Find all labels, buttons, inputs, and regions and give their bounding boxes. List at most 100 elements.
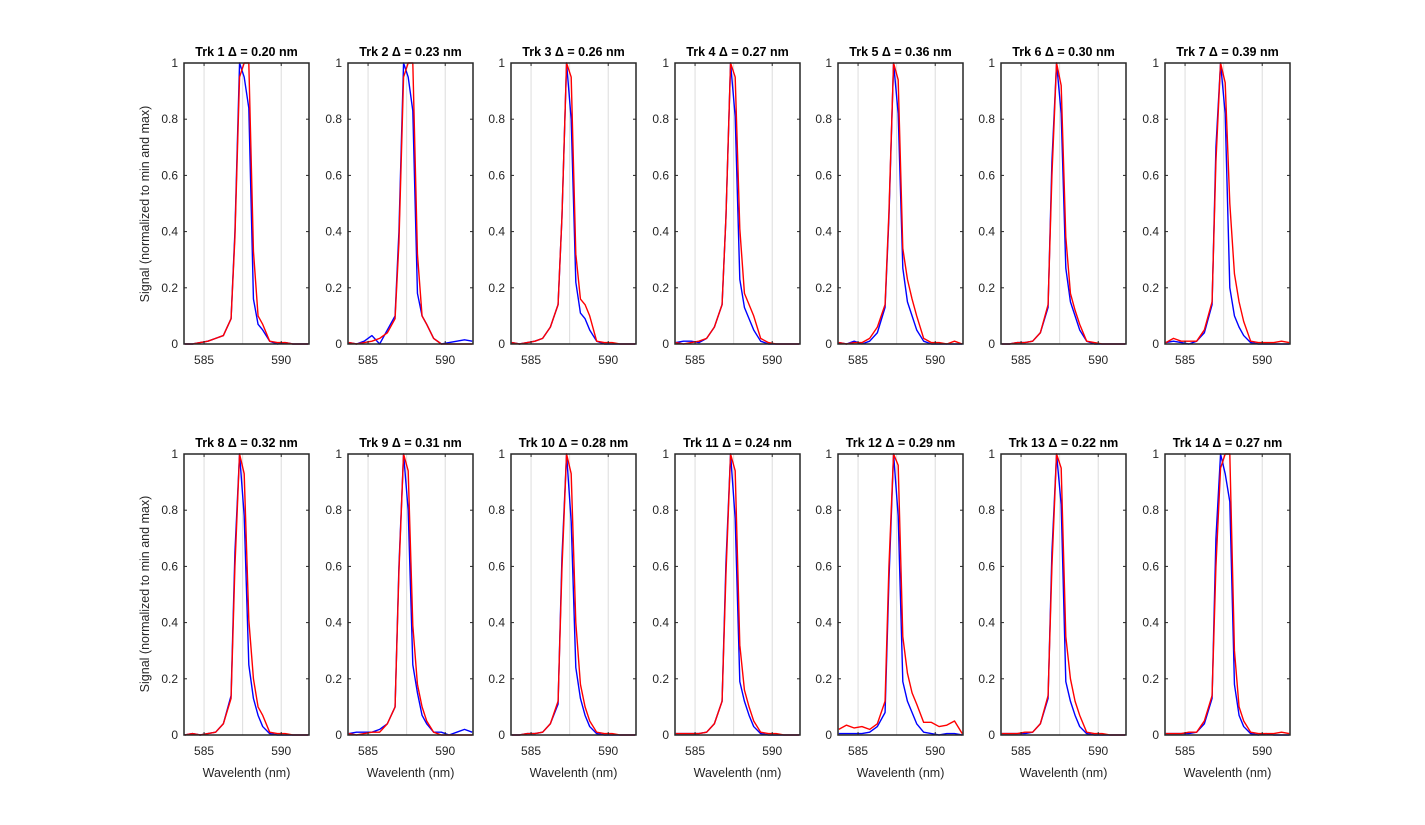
y-tick-label: 1: [171, 447, 178, 461]
axes-box: [347, 453, 474, 736]
y-tick-label: 0: [825, 728, 832, 742]
subplot-title: Trk 2 Δ = 0.23 nm: [359, 45, 461, 59]
y-tick-label: 0.2: [652, 672, 669, 686]
plot-area: [1165, 454, 1290, 735]
x-tick-label: 590: [762, 744, 782, 758]
x-tick-label: 585: [1175, 353, 1195, 367]
axes-box: [183, 453, 310, 736]
y-tick-label: 1: [988, 56, 995, 70]
subplot-2: 0 0.2 0.4 0.6 0.8 1 585 590 Trk 2 Δ = 0.23 nm: [325, 45, 474, 367]
y-tick-label: 1: [335, 447, 342, 461]
y-tick-label: 0: [1152, 337, 1159, 351]
axes-box: [837, 62, 964, 345]
subplot-8: 0 0.2 0.4 0.6 0.8 1 585 590 Trk 8 Δ = 0.32 nm Wav…: [161, 436, 310, 780]
subplot-title: Trk 13 Δ = 0.22 nm: [1009, 436, 1118, 450]
y-tick-label: 0.6: [325, 168, 342, 182]
y-tick-label: 0.6: [978, 559, 995, 573]
subplot-13: 0 0.2 0.4 0.6 0.8 1 585 590 Trk 13 Δ = 0.22 nm Wa…: [978, 436, 1127, 780]
axes-box: [510, 62, 637, 345]
y-tick-label: 0.8: [488, 112, 505, 126]
subplot-title: Trk 10 Δ = 0.28 nm: [519, 436, 628, 450]
y-tick-label: 0: [498, 728, 505, 742]
y-tick-label: 0.4: [1142, 225, 1159, 239]
series-line-red: [838, 62, 963, 345]
x-axis-label: Wavelenth (nm): [530, 766, 618, 780]
y-tick-label: 0.4: [1142, 616, 1159, 630]
y-tick-label: 0.8: [978, 503, 995, 517]
y-tick-label: 0.2: [1142, 281, 1159, 295]
subplot-title: Trk 7 Δ = 0.39 nm: [1176, 45, 1278, 59]
y-tick-label: 0.4: [652, 616, 669, 630]
y-tick-label: 0: [335, 337, 342, 351]
axes-box: [1164, 453, 1291, 736]
subplot-10: 0 0.2 0.4 0.6 0.8 1 585 590 Trk 10 Δ = 0.28 nm Wa…: [488, 436, 637, 780]
y-tick-label: 0.6: [815, 168, 832, 182]
subplot-7: 0 0.2 0.4 0.6 0.8 1 585 590 Trk 7 Δ = 0.39 nm: [1142, 45, 1291, 367]
subplot-title: Trk 1 Δ = 0.20 nm: [195, 45, 297, 59]
y-tick-label: 0.6: [815, 559, 832, 573]
y-tick-label: 1: [988, 447, 995, 461]
x-tick-label: 585: [194, 353, 214, 367]
x-tick-label: 590: [435, 744, 455, 758]
x-tick-label: 585: [358, 353, 378, 367]
axes-box: [674, 453, 801, 736]
y-tick-label: 0.6: [652, 559, 669, 573]
y-axis-label-row-1: Signal (normalized to min and max): [138, 106, 152, 303]
x-tick-label: 590: [271, 744, 291, 758]
series-line-red: [511, 62, 636, 345]
y-tick-label: 0.6: [652, 168, 669, 182]
x-axis-label: Wavelenth (nm): [1184, 766, 1272, 780]
y-tick-label: 0.4: [488, 616, 505, 630]
x-tick-label: 590: [1088, 353, 1108, 367]
plot-area: [348, 63, 473, 344]
subplot-4: 0 0.2 0.4 0.6 0.8 1 585 590 Trk 4 Δ = 0.27 nm: [652, 45, 801, 367]
x-tick-label: 585: [1011, 744, 1031, 758]
x-tick-label: 585: [358, 744, 378, 758]
axes-box: [837, 453, 964, 736]
subplot-title: Trk 8 Δ = 0.32 nm: [195, 436, 297, 450]
y-tick-label: 0.4: [488, 225, 505, 239]
y-tick-label: 0.6: [488, 168, 505, 182]
y-tick-label: 0.2: [978, 672, 995, 686]
x-tick-label: 590: [271, 353, 291, 367]
y-tick-label: 0.8: [815, 112, 832, 126]
y-tick-label: 0.8: [1142, 112, 1159, 126]
y-tick-label: 0.8: [815, 503, 832, 517]
x-tick-label: 590: [435, 353, 455, 367]
y-tick-label: 0.8: [161, 112, 178, 126]
series-line-red: [1001, 453, 1126, 736]
y-tick-label: 0: [1152, 728, 1159, 742]
series-line-red: [511, 453, 636, 736]
x-tick-label: 590: [925, 744, 945, 758]
x-axis-label: Wavelenth (nm): [694, 766, 782, 780]
axes-box: [510, 453, 637, 736]
x-tick-label: 585: [521, 353, 541, 367]
y-tick-label: 0.2: [161, 281, 178, 295]
axes-box: [183, 62, 310, 345]
x-tick-label: 590: [925, 353, 945, 367]
subplot-12: 0 0.2 0.4 0.6 0.8 1 585 590 Trk 12 Δ = 0.29 nm Wa…: [815, 436, 964, 780]
y-tick-label: 1: [662, 56, 669, 70]
y-tick-label: 1: [825, 447, 832, 461]
y-tick-label: 0: [171, 728, 178, 742]
x-tick-label: 585: [685, 353, 705, 367]
y-tick-label: 0: [988, 337, 995, 351]
subplot-title: Trk 12 Δ = 0.29 nm: [846, 436, 955, 450]
subplot-title: Trk 6 Δ = 0.30 nm: [1012, 45, 1114, 59]
subplot-grid: 0 0.2 0.4 0.6 0.8 1 585 590 Trk 1 Δ = 0.20 nm 0 0.…: [161, 45, 1291, 780]
x-tick-label: 590: [598, 744, 618, 758]
y-tick-label: 1: [171, 56, 178, 70]
y-tick-label: 1: [1152, 447, 1159, 461]
y-tick-label: 0.4: [978, 616, 995, 630]
subplot-11: 0 0.2 0.4 0.6 0.8 1 585 590 Trk 11 Δ = 0.24 nm Wa…: [652, 436, 801, 780]
y-tick-label: 0.8: [978, 112, 995, 126]
y-tick-label: 0.2: [325, 672, 342, 686]
y-tick-label: 0.2: [488, 281, 505, 295]
subplot-title: Trk 9 Δ = 0.31 nm: [359, 436, 461, 450]
subplot-title: Trk 4 Δ = 0.27 nm: [686, 45, 788, 59]
y-tick-label: 0.4: [325, 616, 342, 630]
y-tick-label: 1: [825, 56, 832, 70]
y-tick-label: 0.8: [325, 503, 342, 517]
subplot-14: 0 0.2 0.4 0.6 0.8 1 585 590 Trk 14 Δ = 0.27 nm Wa…: [1142, 436, 1291, 780]
